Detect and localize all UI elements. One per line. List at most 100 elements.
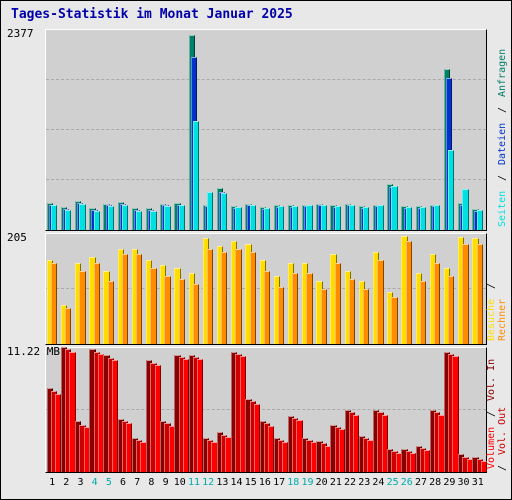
bar-seiten: [448, 150, 454, 230]
xaxis-day: 12: [201, 477, 215, 491]
legend-item: Seiten: [497, 191, 508, 227]
xaxis-day: 19: [300, 477, 314, 491]
xaxis-day: 26: [400, 477, 414, 491]
xaxis-day: 13: [215, 477, 229, 491]
bar-seiten: [193, 121, 199, 230]
legend-item: Rechner: [497, 299, 508, 341]
bar-rechner: [264, 271, 270, 344]
bar-seiten: [108, 206, 114, 230]
bar-seiten: [406, 207, 412, 230]
bar-seiten: [250, 205, 256, 230]
xaxis-day: 20: [315, 477, 329, 491]
bar-rechner: [321, 289, 327, 344]
xaxis-day: 8: [144, 477, 158, 491]
bar-seiten: [136, 211, 142, 231]
bar-rechner: [462, 244, 468, 344]
bar-rechner: [136, 254, 142, 344]
bar-rechner: [122, 254, 128, 344]
bar-rechner: [349, 279, 355, 344]
xaxis-day: 14: [229, 477, 243, 491]
bar-seiten: [349, 205, 355, 230]
xaxis-day: 9: [159, 477, 173, 491]
bar-seiten: [122, 205, 128, 230]
bar-rechner: [335, 263, 341, 344]
bar-seiten: [150, 211, 156, 231]
bar-rechner: [406, 241, 412, 344]
bar-rechner: [434, 263, 440, 344]
bar-seiten: [207, 192, 213, 230]
xaxis-day: 2: [59, 477, 73, 491]
xaxis-day: 10: [173, 477, 187, 491]
bar-rechner: [377, 260, 383, 344]
bar-rechner: [235, 249, 241, 344]
bar-rechner: [221, 252, 227, 344]
bar-seiten: [335, 206, 341, 230]
bar-seiten: [51, 205, 57, 230]
bar-seiten: [221, 193, 227, 230]
stats-chart-frame: Tages-Statistik im Monat Januar 2025 237…: [0, 0, 512, 500]
yaxis-label-1: 2377: [7, 27, 34, 40]
bar-rechner: [292, 273, 298, 344]
yaxis-label-2: 205: [7, 231, 27, 244]
xaxis-day: 22: [343, 477, 357, 491]
legend-item: Dateien: [497, 123, 508, 165]
bar-rechner: [420, 281, 426, 344]
legend-item: Vol. Out: [497, 407, 508, 455]
bar-rechner: [193, 284, 199, 344]
xaxis-day: 28: [428, 477, 442, 491]
xaxis-day: 16: [258, 477, 272, 491]
bar-seiten: [94, 211, 100, 231]
legend-2: Besuche / Rechner: [486, 233, 508, 343]
bar-seiten: [420, 207, 426, 230]
bar-seiten: [164, 206, 170, 230]
bar-seiten: [477, 210, 483, 230]
xaxis-day: 27: [414, 477, 428, 491]
legend-1: Seiten / Dateien / Anfragen: [497, 29, 508, 229]
bar-seiten: [179, 205, 185, 230]
bar-rechner: [363, 289, 369, 344]
xaxis-day: 23: [357, 477, 371, 491]
bar-rechner: [51, 263, 57, 344]
bar-seiten: [65, 210, 71, 230]
bar-rechner: [278, 287, 284, 344]
xaxis-day: 15: [244, 477, 258, 491]
xaxis-day: 17: [272, 477, 286, 491]
bar-rechner: [164, 276, 170, 344]
bar-rechner: [150, 268, 156, 344]
legend-item: Volumen: [486, 427, 497, 469]
bar-rechner: [179, 279, 185, 344]
legend-item: Besuche: [486, 299, 497, 341]
xaxis-day: 6: [116, 477, 130, 491]
xaxis-day: 4: [88, 477, 102, 491]
bar-seiten: [79, 204, 85, 230]
xaxis-day: 1: [45, 477, 59, 491]
bar-seiten: [321, 205, 327, 230]
legend-3: Volumen / Vol. In / Vol. Out: [486, 347, 508, 471]
bar-seiten: [278, 206, 284, 230]
xaxis-day: 3: [73, 477, 87, 491]
bar-rechner: [94, 263, 100, 344]
chart-title: Tages-Statistik im Monat Januar 2025: [11, 7, 293, 22]
xaxis-day: 24: [371, 477, 385, 491]
bar-seiten: [235, 207, 241, 230]
bar-seiten: [306, 205, 312, 230]
bar-rechner: [207, 249, 213, 344]
bar-seiten: [264, 208, 270, 230]
legend-item: Vol. In: [486, 359, 497, 401]
xaxis-day: 11: [187, 477, 201, 491]
xaxis-day: 21: [329, 477, 343, 491]
bar-seiten: [462, 189, 468, 230]
bar-rechner: [306, 273, 312, 344]
bar-rechner: [65, 308, 71, 344]
xaxis-day: 31: [471, 477, 485, 491]
bar-seiten: [434, 205, 440, 230]
bar-rechner: [391, 297, 397, 344]
bar-rechner: [448, 276, 454, 344]
xaxis-day: 18: [286, 477, 300, 491]
xaxis-day: 30: [456, 477, 470, 491]
bar-rechner: [108, 281, 114, 344]
bar-seiten: [292, 206, 298, 230]
bar-rechner: [79, 271, 85, 344]
bar-seiten: [391, 186, 397, 230]
xaxis-day: 29: [442, 477, 456, 491]
